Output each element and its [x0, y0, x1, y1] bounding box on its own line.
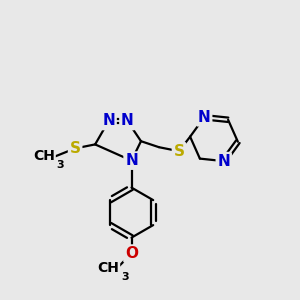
Text: N: N — [125, 153, 138, 168]
Text: S: S — [173, 144, 184, 159]
Text: CH: CH — [33, 149, 55, 164]
Text: N: N — [198, 110, 211, 125]
Text: CH: CH — [98, 261, 119, 274]
Text: 3: 3 — [56, 160, 64, 170]
Text: N: N — [121, 113, 134, 128]
Text: O: O — [125, 246, 138, 261]
Text: S: S — [70, 141, 81, 156]
Text: N: N — [102, 113, 115, 128]
Text: 3: 3 — [122, 272, 129, 282]
Text: N: N — [218, 154, 230, 169]
